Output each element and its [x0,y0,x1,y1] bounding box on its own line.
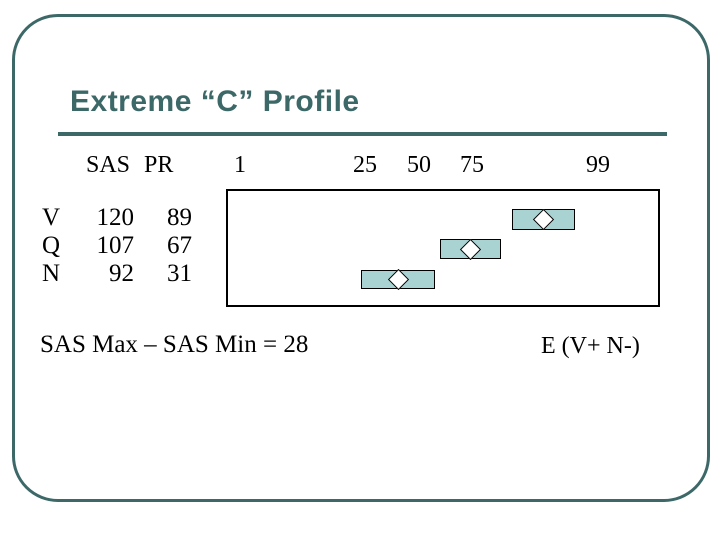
title-underline-rule [58,132,667,136]
sas-value: 92 [109,260,134,287]
slide-border-frame [12,14,710,502]
row-label: V [42,204,61,231]
diamond-marker-icon [387,268,409,291]
confidence-band-q [440,238,501,260]
formula-text: SAS Max – SAS Min = 28 [40,331,309,358]
pr-value: 67 [167,232,192,259]
pr-value: 31 [167,260,192,287]
table-row: V 120 89 [42,204,192,232]
chart-plot-area [226,189,660,307]
axis-tick-25: 25 [353,152,377,178]
axis-tick-1: 1 [234,152,246,178]
sas-value: 120 [96,204,135,231]
col-header-sas: SAS [86,152,131,178]
pr-value: 89 [167,204,192,231]
table-row: N 92 31 [42,260,192,288]
axis-tick-99: 99 [586,152,610,178]
row-label: N [42,260,61,287]
annotation-text: E (V+ N-) [541,333,640,359]
col-header-pr: PR [144,152,174,178]
confidence-band-v [512,208,575,231]
diamond-marker-icon [459,238,482,260]
row-label: Q [42,232,61,259]
axis-tick-50: 50 [407,152,431,178]
axis-tick-75: 75 [460,152,484,178]
table-row: Q 107 67 [42,232,192,260]
diamond-marker-icon [532,208,555,231]
page-title: Extreme “C” Profile [70,85,360,118]
confidence-band-n [361,268,435,291]
sas-value: 107 [96,232,135,259]
